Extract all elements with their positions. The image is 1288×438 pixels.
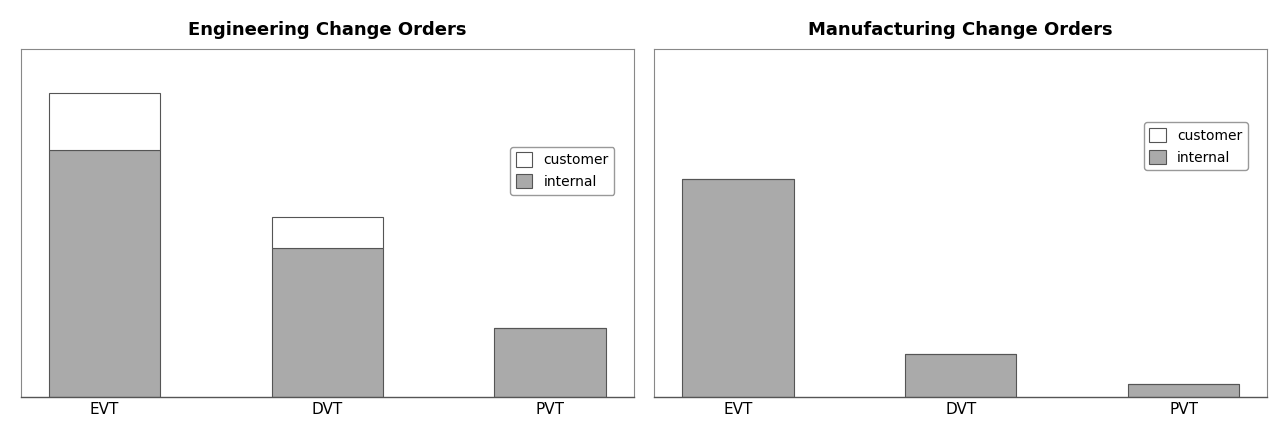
Title: Manufacturing Change Orders: Manufacturing Change Orders: [809, 21, 1113, 39]
Bar: [272, 248, 383, 397]
Bar: [683, 180, 793, 397]
Legend: customer, internal: customer, internal: [1144, 123, 1248, 170]
Bar: [905, 354, 1016, 397]
Bar: [49, 93, 160, 150]
Title: Engineering Change Orders: Engineering Change Orders: [188, 21, 466, 39]
Legend: customer, internal: customer, internal: [510, 147, 614, 194]
Bar: [1128, 384, 1239, 397]
Bar: [49, 150, 160, 397]
Bar: [495, 328, 605, 397]
Bar: [272, 217, 383, 248]
